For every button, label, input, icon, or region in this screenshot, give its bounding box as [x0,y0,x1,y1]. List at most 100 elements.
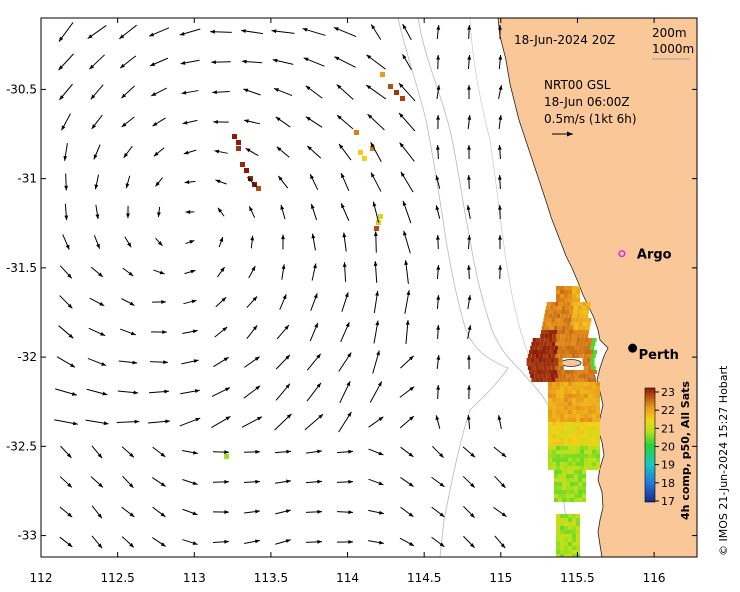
sst-pixel [588,430,592,434]
sst-pixel [547,378,552,382]
current-vector [124,236,132,248]
sst-pixel [584,450,588,454]
sst-pixel [388,84,393,89]
sst-pixel [588,422,592,426]
argo-float-marker [618,250,626,258]
current-vector [211,415,231,429]
sst-pixel [543,366,548,370]
current-vector [369,381,383,403]
sst-pixel [533,350,537,354]
current-vector [248,265,256,279]
sst-pixel [572,442,576,446]
sst-pixel [566,478,570,482]
sst-pixel [573,310,577,314]
current-vector [498,54,503,70]
sst-pixel [568,338,573,342]
sst-pixel [553,330,557,334]
sst-pixel [576,414,580,418]
current-vector [152,537,166,547]
sst-pixel [568,314,573,318]
sst-pixel [596,458,600,462]
sst-pixel [547,366,552,370]
sst-pixel [587,342,592,346]
sst-pixel [592,422,596,426]
current-vector [398,112,416,132]
sst-pixel [547,354,552,358]
sst-pixel [578,478,582,482]
sst-pixel [560,438,564,442]
current-vector [180,59,200,65]
sst-pixel [576,314,581,318]
sst-pixel [582,478,586,482]
current-vector [244,356,260,368]
current-vector [60,445,72,459]
sst-pixel [583,342,588,346]
sst-pixel [555,366,560,370]
sst-pixel [588,454,592,458]
sst-pixel [576,514,580,518]
current-vector [304,413,324,431]
current-vector [305,539,323,544]
current-vector [152,506,166,518]
sst-pixel [584,394,588,398]
sst-pixel [559,318,564,322]
sst-pixel [562,470,566,474]
sst-pixel [574,322,579,326]
current-vector [435,234,440,250]
sst-pixel [568,386,572,390]
sst-pixel [560,466,564,470]
sst-pixel [576,422,580,426]
colorbar [644,387,656,503]
current-vector [370,142,382,162]
sst-pixel [588,462,592,466]
sst-pixel [572,294,576,298]
sst-pixel [549,370,553,374]
sst-pixel [560,514,564,518]
current-vector [182,539,198,545]
sst-pixel [560,414,564,418]
sst-pixel [537,350,541,354]
sst-pixel [568,430,572,434]
sst-pixel [556,430,560,434]
sst-pixel [581,330,585,334]
current-vector [398,82,416,102]
sst-pixel [576,530,580,534]
sst-pixel [543,318,548,322]
sst-pixel [551,378,556,382]
sst-pixel [560,446,564,450]
current-vector [373,231,378,253]
sst-pixel [552,402,556,406]
current-vector [217,266,225,278]
current-vector [150,360,168,365]
current-vector [179,28,201,36]
current-vector [90,84,104,100]
current-vector [399,415,415,429]
current-vector [155,177,163,187]
sst-pixel [552,394,556,398]
current-vector [271,29,295,34]
sst-pixel [236,140,241,145]
current-vector [214,326,228,338]
sst-pixel [556,286,560,290]
sst-pixel [579,354,584,358]
sst-pixel [572,538,576,542]
sst-pixel [554,470,558,474]
sst-pixel [531,342,536,346]
current-vector [281,264,286,280]
sst-pixel [541,326,546,330]
sst-pixel [554,374,559,378]
sst-pixel [552,314,557,318]
current-vector [275,116,291,128]
sst-pixel [564,554,568,557]
current-vector [91,114,103,130]
sst-pixel [551,342,556,346]
sst-pixel [548,454,552,458]
sst-pixel [568,546,572,550]
current-vector [373,261,378,283]
sst-pixel [568,298,572,302]
sst-pixel [552,418,556,422]
sst-pixel [553,310,557,314]
sst-pixel [563,342,568,346]
sst-pixel [378,214,383,219]
sst-pixel [564,386,568,390]
